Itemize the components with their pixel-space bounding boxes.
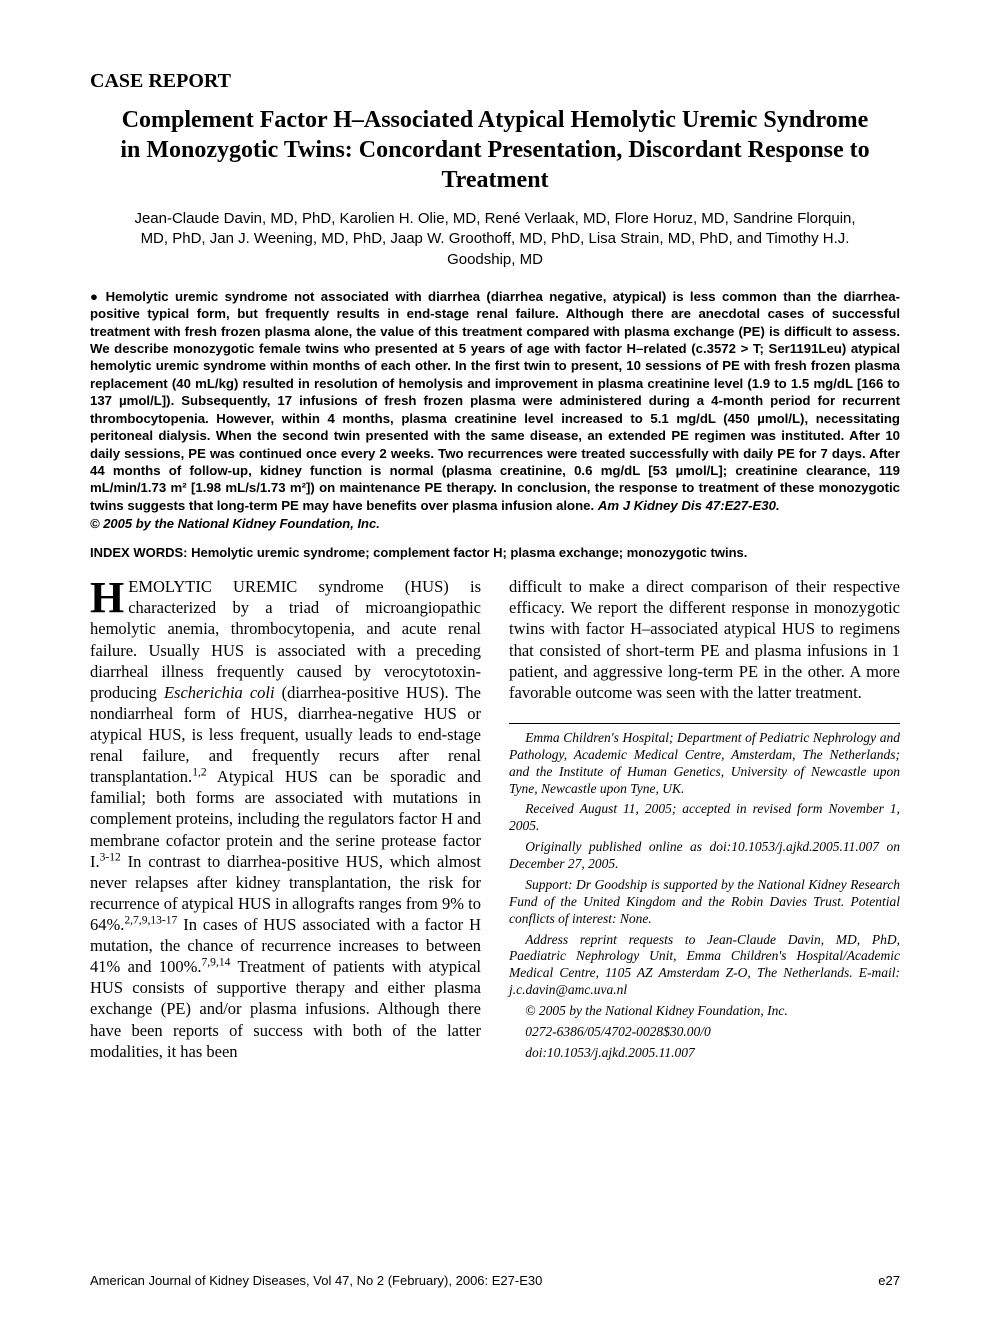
- body-columns: H EMOLYTIC UREMIC syndrome (HUS) is char…: [90, 576, 900, 1065]
- abstract-citation: Am J Kidney Dis 47:E27-E30.: [598, 498, 780, 513]
- affil-p4: Support: Dr Goodship is supported by the…: [509, 877, 900, 928]
- affil-p3: Originally published online as doi:10.10…: [509, 839, 900, 873]
- column-left: H EMOLYTIC UREMIC syndrome (HUS) is char…: [90, 576, 481, 1065]
- footer-page-number: e27: [878, 1273, 900, 1288]
- species-name: Escherichia coli: [164, 683, 275, 702]
- index-words-label: INDEX WORDS:: [90, 545, 188, 560]
- affil-p5: Address reprint requests to Jean-Claude …: [509, 932, 900, 1000]
- column-right: difficult to make a direct comparison of…: [509, 576, 900, 1065]
- affil-p7: 0272-6386/05/4702-0028$30.00/0: [509, 1024, 900, 1041]
- index-words-text: Hemolytic uremic syndrome; complement fa…: [191, 545, 747, 560]
- index-words: INDEX WORDS: Hemolytic uremic syndrome; …: [90, 545, 900, 560]
- affiliation-block: Emma Children's Hospital; Department of …: [509, 723, 900, 1062]
- page: CASE REPORT Complement Factor H–Associat…: [0, 0, 990, 1320]
- lead-smallcaps: EMOLYTIC UREMIC: [128, 577, 297, 596]
- page-footer: American Journal of Kidney Diseases, Vol…: [90, 1273, 900, 1288]
- copyright-line: © 2005 by the National Kidney Foundation…: [90, 516, 900, 531]
- citation-sup-1: 1,2: [192, 767, 206, 779]
- affil-p2: Received August 11, 2005; accepted in re…: [509, 801, 900, 835]
- affil-p8: doi:10.1053/j.ajkd.2005.11.007: [509, 1045, 900, 1062]
- abstract: ● Hemolytic uremic syndrome not associat…: [90, 288, 900, 514]
- abstract-text: Hemolytic uremic syndrome not associated…: [90, 289, 900, 513]
- article-title: Complement Factor H–Associated Atypical …: [120, 105, 870, 195]
- affil-p6: © 2005 by the National Kidney Foundation…: [509, 1003, 900, 1020]
- footer-journal-info: American Journal of Kidney Diseases, Vol…: [90, 1273, 542, 1288]
- section-label: CASE REPORT: [90, 70, 900, 93]
- abstract-bullet-icon: ●: [90, 288, 99, 305]
- citation-sup-4: 7,9,14: [202, 957, 231, 969]
- citation-sup-3: 2,7,9,13-17: [124, 914, 177, 926]
- body-col2-p1: difficult to make a direct comparison of…: [509, 576, 900, 703]
- citation-sup-2: 3-12: [100, 851, 121, 863]
- dropcap: H: [90, 576, 128, 616]
- author-list: Jean-Claude Davin, MD, PhD, Karolien H. …: [120, 209, 870, 270]
- affil-p1: Emma Children's Hospital; Department of …: [509, 730, 900, 798]
